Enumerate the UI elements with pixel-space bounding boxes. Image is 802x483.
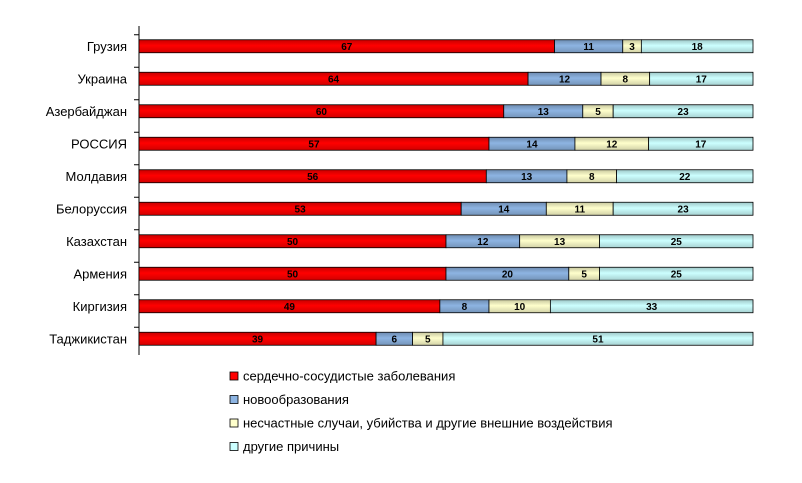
legend: сердечно-сосудистые заболевания новообраз… xyxy=(229,369,613,454)
category-label: Армения xyxy=(73,266,127,281)
data-label: 13 xyxy=(538,107,550,118)
legend-swatch xyxy=(229,371,239,381)
data-label: 51 xyxy=(592,334,604,345)
data-label: 23 xyxy=(678,204,690,215)
category-label: РОССИЯ xyxy=(71,136,127,151)
legend-label: сердечно-сосудистые заболевания xyxy=(243,369,455,384)
data-label: 22 xyxy=(679,172,691,183)
data-label: 10 xyxy=(514,302,526,313)
bar-segment xyxy=(612,201,754,216)
data-label: 67 xyxy=(341,42,353,53)
data-label: 6 xyxy=(392,334,398,345)
data-label: 64 xyxy=(328,74,340,85)
labels-layer: Грузия 67 11 3 18 Украина 64 12 8 17 Азербайджан 60… xyxy=(46,39,708,347)
bars-layer xyxy=(138,39,754,346)
bar-segment xyxy=(599,266,754,281)
data-label: 56 xyxy=(307,172,319,183)
legend-swatch xyxy=(229,418,239,428)
data-label: 25 xyxy=(671,269,683,280)
data-label: 3 xyxy=(629,42,635,53)
data-label: 17 xyxy=(696,74,708,85)
data-label: 33 xyxy=(646,302,658,313)
data-label: 8 xyxy=(589,172,595,183)
category-label: Украина xyxy=(78,71,128,86)
data-label: 12 xyxy=(606,139,618,150)
bar-segment xyxy=(599,234,754,249)
data-label: 14 xyxy=(498,204,510,215)
data-label: 17 xyxy=(695,139,707,150)
bar-segment xyxy=(549,299,754,314)
category-label: Таджикистан xyxy=(49,331,127,346)
bar-segment xyxy=(616,169,754,184)
category-label: Белоруссия xyxy=(56,201,127,216)
category-label: Азербайджан xyxy=(46,104,127,119)
category-label: Грузия xyxy=(87,39,127,54)
bar-segment xyxy=(648,136,754,151)
data-label: 25 xyxy=(671,237,683,248)
legend-swatch xyxy=(229,442,239,451)
legend-label: новообразования xyxy=(243,392,349,407)
data-label: 11 xyxy=(574,204,585,215)
data-label: 5 xyxy=(595,107,601,118)
legend-label: несчастные случаи, убийства и другие вне… xyxy=(243,416,613,431)
category-label: Киргизия xyxy=(73,299,127,314)
data-label: 50 xyxy=(287,237,299,248)
data-label: 12 xyxy=(477,237,489,248)
data-label: 14 xyxy=(526,139,538,150)
data-label: 8 xyxy=(623,74,629,85)
data-label: 13 xyxy=(554,237,566,248)
axis-layer xyxy=(134,26,140,355)
data-label: 49 xyxy=(284,302,296,313)
data-label: 50 xyxy=(287,269,299,280)
bar-segment xyxy=(442,331,754,346)
data-label: 11 xyxy=(583,42,594,53)
bar-segment xyxy=(649,71,754,86)
data-label: 5 xyxy=(425,334,431,345)
data-label: 60 xyxy=(316,107,328,118)
data-label: 23 xyxy=(678,107,690,118)
data-label: 13 xyxy=(521,172,533,183)
data-label: 18 xyxy=(692,42,704,53)
legend-swatch xyxy=(229,395,239,404)
data-label: 57 xyxy=(308,139,320,150)
data-label: 5 xyxy=(581,269,587,280)
category-label: Казахстан xyxy=(66,234,127,249)
data-label: 39 xyxy=(252,334,264,345)
category-label: Молдавия xyxy=(65,169,127,184)
legend-label: другие причины xyxy=(243,439,339,454)
bar-segment xyxy=(640,39,754,54)
data-label: 8 xyxy=(462,302,468,313)
data-label: 12 xyxy=(559,74,571,85)
data-label: 53 xyxy=(295,204,307,215)
data-label: 20 xyxy=(502,269,514,280)
bar-segment xyxy=(612,104,754,119)
